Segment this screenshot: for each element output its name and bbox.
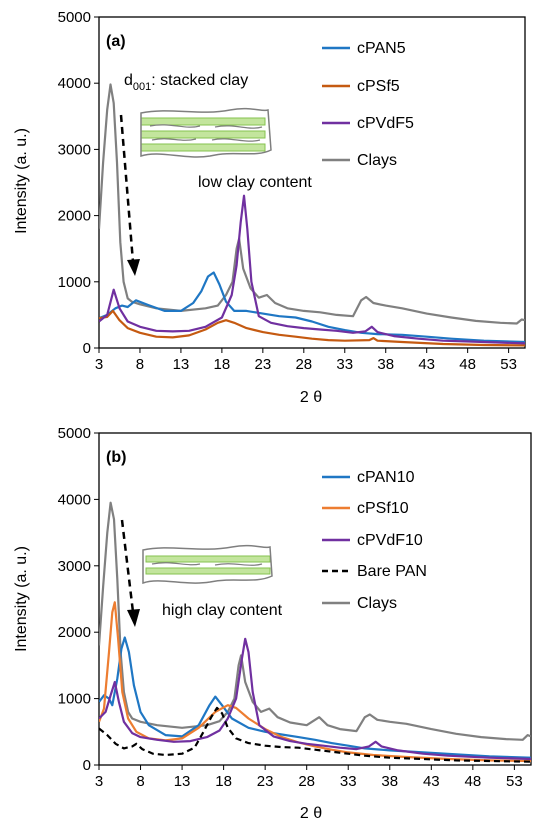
panel-a-series-line-cpvdf5	[99, 194, 525, 345]
panel-a-legend-label-cPSf5: cPSf5	[357, 78, 400, 95]
panel-b-x-tick-label-53: 53	[506, 773, 523, 790]
panel-a-x-tick-label-33: 33	[336, 356, 353, 373]
panel-a-label: (a)	[106, 33, 126, 50]
panel-a-y-axis-label: Intensity (a. u.)	[13, 128, 30, 234]
panel-a-legend-label-cPVdF5: cPVdF5	[357, 115, 414, 132]
panel-b-x-tick-label-3: 3	[95, 773, 103, 790]
panel-b-y-axis-label: Intensity (a. u.)	[13, 546, 30, 652]
panel-a-x-tick-label-8: 8	[136, 356, 144, 373]
panel-b-label: (b)	[106, 449, 126, 466]
panel-b-arrow-head	[127, 609, 140, 627]
panel-b-series-line-clays	[99, 501, 531, 741]
panel-a-series-line-cpsf5	[99, 309, 525, 347]
panel-a-x-tick-label-3: 3	[95, 356, 103, 373]
panel-a-legend: cPAN5 cPSf5 cPVdF5 Clays	[322, 40, 414, 169]
panel-b-legend-label-cPVdF10: cPVdF10	[357, 532, 423, 549]
panel-b-legend-label-cPAN10: cPAN10	[357, 469, 415, 486]
panel-a-y-tick-label-5000: 5000	[58, 9, 91, 26]
panel-a-annotation-low-clay: low clay content	[198, 174, 312, 191]
panel-a-arrow-head	[127, 259, 140, 276]
panel-a-y-tick-label-2000: 2000	[58, 208, 91, 225]
panel-a-x-tick-label-18: 18	[214, 356, 231, 373]
panel-a-x-tick-label-43: 43	[418, 356, 435, 373]
panel-b-y-tick-label-1000: 1000	[58, 691, 91, 708]
panel-b-annotation-high-clay: high clay content	[162, 602, 283, 619]
panel-a-x-tick-label-23: 23	[255, 356, 272, 373]
panel-a-x-tick-label-38: 38	[377, 356, 394, 373]
panel-a-y-tick-label-1000: 1000	[58, 274, 91, 291]
panel-a-x-tick-label-48: 48	[459, 356, 476, 373]
panel-a-frame	[98, 16, 526, 349]
panel-a-x-tick-label-53: 53	[500, 356, 517, 373]
panel-b-x-tick-label-33: 33	[340, 773, 357, 790]
panel-b-x-tick-label-18: 18	[215, 773, 232, 790]
panel-b-y-tick-label-5000: 5000	[58, 425, 91, 442]
panel-a-y-tick-label-3000: 3000	[58, 141, 91, 158]
panel-b-x-tick-label-13: 13	[174, 773, 191, 790]
panel-b-legend-label-bare-pan: Bare PAN	[357, 563, 427, 580]
panel-b-x-tick-label-23: 23	[257, 773, 274, 790]
panel-b-x-tick-label-43: 43	[423, 773, 440, 790]
panel-a-x-axis-label: 2 θ	[300, 389, 322, 406]
panel-b-x-tick-label-48: 48	[465, 773, 482, 790]
panel-b-legend: cPAN10 cPSf10 cPVdF10 Bare PAN Clays	[322, 469, 427, 612]
panel-b-y-tick-label-4000: 4000	[58, 491, 91, 508]
panel-a-clay-schematic	[140, 107, 272, 158]
panel-a-x-tick-label-13: 13	[173, 356, 190, 373]
panel-b-y-tick-label-3000: 3000	[58, 558, 91, 575]
panel-a-annotation-stacked-clay: d001: stacked clay	[124, 72, 248, 93]
panel-a-y-tick-label-4000: 4000	[58, 75, 91, 92]
panel-a-legend-label-cPAN5: cPAN5	[357, 40, 406, 57]
panel-b-y-tick-label-0: 0	[83, 757, 91, 774]
panel-b-series-line-bare-pan	[99, 706, 531, 763]
panel-b-frame	[98, 432, 532, 766]
panel-b-legend-label-cPSf10: cPSf10	[357, 500, 409, 517]
panel-b-x-axis-label: 2 θ	[300, 805, 322, 822]
panel-a-legend-label-clays: Clays	[357, 152, 397, 169]
panel-b-y-tick-label-2000: 2000	[58, 624, 91, 641]
panel-b-x-tick-label-8: 8	[136, 773, 144, 790]
panel-b-arrow-shaft	[120, 519, 135, 613]
panel-b-x-tick-label-38: 38	[381, 773, 398, 790]
panel-a-series-line-clays	[99, 83, 525, 325]
panel-b-series-line-cpvdf10	[99, 637, 531, 761]
panel-b-series-line-cpsf10	[99, 601, 531, 763]
panel-a-arrow-shaft	[119, 114, 135, 263]
panel-b-clay-schematic	[142, 544, 273, 585]
panel-a-x-tick-label-28: 28	[295, 356, 312, 373]
panel-b-x-tick-label-28: 28	[298, 773, 315, 790]
panel-b-legend-label-clays: Clays	[357, 595, 397, 612]
panel-a-y-tick-label-0: 0	[83, 340, 91, 357]
